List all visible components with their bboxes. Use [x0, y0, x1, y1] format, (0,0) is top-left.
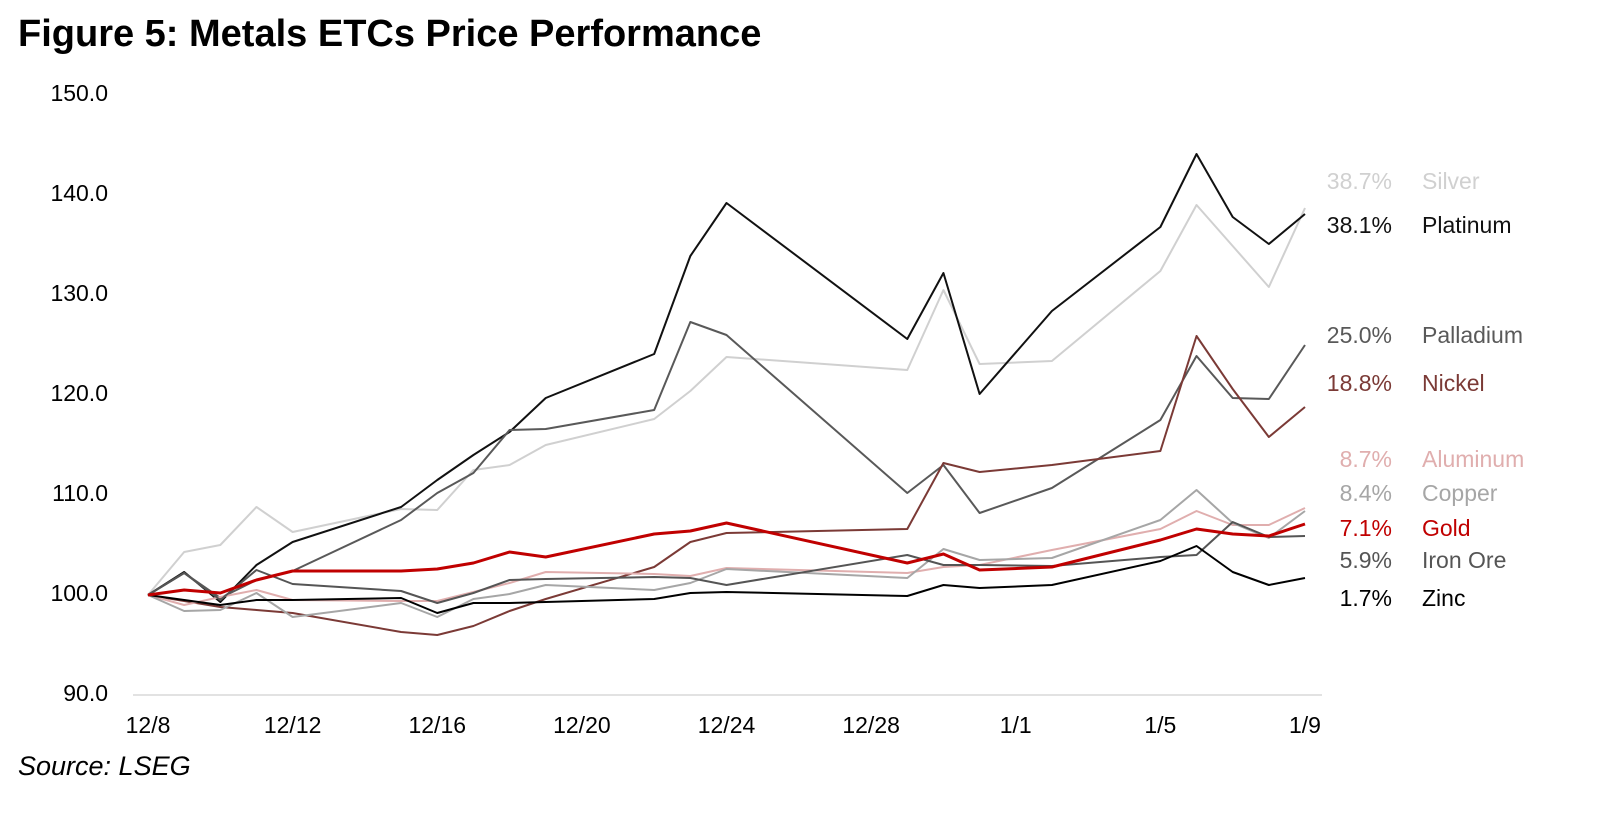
- series-line: [147, 545, 1306, 614]
- legend-label: Nickel: [1422, 370, 1485, 396]
- series-line: [147, 489, 1306, 618]
- legend-label: Gold: [1422, 515, 1471, 541]
- series-line: [147, 521, 1306, 597]
- end-label: 8.7%: [1340, 446, 1392, 472]
- source: Source: LSEG: [18, 751, 191, 781]
- series-line: [147, 321, 1306, 599]
- end-label: 5.9%: [1340, 547, 1392, 573]
- y-tick-label: 100.0: [50, 580, 108, 606]
- series-line: [147, 153, 1306, 603]
- legend-label: Iron Ore: [1422, 547, 1506, 573]
- legend-label: Silver: [1422, 168, 1480, 194]
- x-tick-label: 12/28: [842, 712, 900, 738]
- end-label: 7.1%: [1340, 515, 1392, 541]
- x-tick-label: 12/16: [408, 712, 466, 738]
- x-tick-label: 12/12: [264, 712, 322, 738]
- legend-label: Platinum: [1422, 212, 1511, 238]
- legend-label: Copper: [1422, 480, 1498, 506]
- y-tick-label: 140.0: [50, 180, 108, 206]
- x-tick-label: 12/20: [553, 712, 611, 738]
- series-line: [147, 507, 1306, 606]
- y-tick-label: 120.0: [50, 380, 108, 406]
- series-line: [147, 335, 1306, 636]
- y-tick-label: 130.0: [50, 280, 108, 306]
- x-tick-label: 1/1: [1000, 712, 1032, 738]
- x-tick-label: 12/24: [698, 712, 756, 738]
- y-tick-label: 110.0: [52, 480, 108, 506]
- x-tick-label: 12/8: [126, 712, 171, 738]
- chart-title: Figure 5: Metals ETCs Price Performance: [18, 13, 761, 55]
- legend-label: Palladium: [1422, 322, 1523, 348]
- y-tick-label: 90.0: [63, 680, 108, 706]
- end-label: 25.0%: [1327, 322, 1392, 348]
- end-label: 1.7%: [1340, 585, 1392, 611]
- legend-label: Aluminum: [1422, 446, 1524, 472]
- end-label: 8.4%: [1340, 480, 1392, 506]
- x-tick-label: 1/5: [1144, 712, 1176, 738]
- legend-label: Zinc: [1422, 585, 1465, 611]
- end-label: 38.7%: [1327, 168, 1392, 194]
- y-tick-label: 150.0: [50, 80, 108, 106]
- end-label: 38.1%: [1327, 212, 1392, 238]
- x-tick-label: 1/9: [1289, 712, 1321, 738]
- series-line: [147, 204, 1306, 596]
- end-label: 18.8%: [1327, 370, 1392, 396]
